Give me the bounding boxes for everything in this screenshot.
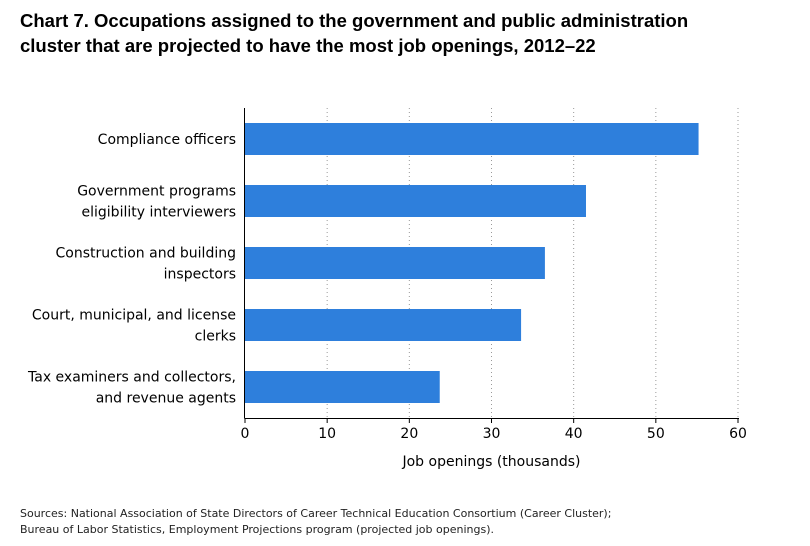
category-label-line: Tax examiners and collectors, <box>27 370 236 386</box>
category-label-line: inspectors <box>164 267 236 283</box>
category-label: Court, municipal, and license clerks <box>32 308 236 345</box>
x-tick-label: 10 <box>318 426 336 442</box>
x-axis-label: Job openings (thousands) <box>401 454 580 470</box>
chart-title: Chart 7. Occupations assigned to the gov… <box>20 8 800 58</box>
category-label: Construction and building inspectors <box>56 246 236 283</box>
source-note: Sources: National Association of State D… <box>20 506 800 538</box>
bar <box>245 247 545 279</box>
bar <box>245 123 699 155</box>
x-axis-ticks: 0 10 20 30 40 50 60 <box>241 418 747 442</box>
category-label-line: Government programs <box>77 184 236 200</box>
bar <box>245 309 522 341</box>
bar <box>245 371 440 403</box>
category-label-line: Compliance officers <box>98 132 236 148</box>
bars <box>245 123 699 403</box>
x-tick-label: 40 <box>565 426 583 442</box>
category-label-line: and revenue agents <box>96 391 236 407</box>
category-labels: Compliance officers Government programs el… <box>27 132 236 407</box>
source-line: Sources: National Association of State D… <box>20 507 612 520</box>
x-tick-label: 30 <box>483 426 501 442</box>
category-label-line: clerks <box>195 329 236 345</box>
category-label: Tax examiners and collectors, and revenue… <box>27 370 236 407</box>
x-tick-label: 0 <box>241 426 250 442</box>
category-label-line: Construction and building <box>56 246 236 262</box>
category-label-line: eligibility interviewers <box>82 205 236 221</box>
chart-title-line: Chart 7. Occupations assigned to the gov… <box>20 10 689 31</box>
category-label: Government programs eligibility interview… <box>77 184 236 221</box>
source-line: Bureau of Labor Statistics, Employment P… <box>20 523 494 536</box>
category-label-line: Court, municipal, and license <box>32 308 236 324</box>
x-tick-label: 60 <box>729 426 747 442</box>
x-tick-label: 50 <box>647 426 665 442</box>
bar <box>245 185 586 217</box>
chart-title-line: cluster that are projected to have the m… <box>20 35 596 56</box>
x-tick-label: 20 <box>400 426 418 442</box>
category-label: Compliance officers <box>98 132 236 148</box>
